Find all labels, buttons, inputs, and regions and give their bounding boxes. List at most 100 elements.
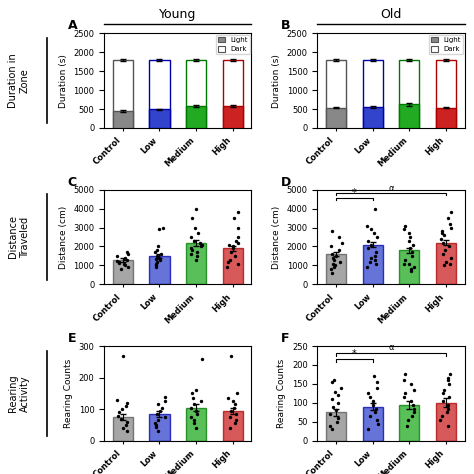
Point	[438, 235, 445, 243]
Text: Distance
Traveled: Distance Traveled	[8, 216, 30, 258]
Point	[161, 413, 168, 421]
Point	[444, 376, 452, 384]
Point	[366, 393, 374, 401]
Point	[440, 386, 448, 393]
Point	[332, 407, 340, 414]
Bar	[112, 111, 133, 128]
Point	[153, 246, 161, 254]
Point	[329, 403, 337, 410]
Point	[443, 409, 450, 416]
Text: *: *	[352, 188, 356, 198]
Point	[374, 384, 381, 392]
Point	[191, 224, 199, 231]
Point	[235, 239, 242, 246]
Point	[231, 404, 238, 411]
Point	[234, 233, 242, 241]
Point	[198, 241, 205, 248]
Point	[370, 373, 378, 380]
Point	[327, 422, 334, 429]
Point	[373, 405, 380, 412]
Point	[444, 401, 452, 409]
Point	[408, 252, 416, 260]
Point	[115, 258, 122, 265]
Point	[122, 262, 129, 269]
Bar	[326, 108, 346, 128]
Point	[123, 256, 131, 264]
Point	[369, 397, 377, 405]
Point	[400, 226, 408, 233]
Bar	[149, 414, 170, 441]
Point	[409, 248, 416, 256]
Text: α: α	[388, 184, 394, 193]
Point	[194, 410, 201, 418]
Point	[410, 386, 418, 393]
Point	[124, 264, 132, 271]
Point	[231, 419, 239, 427]
Point	[334, 392, 342, 399]
Point	[234, 209, 242, 216]
Point	[152, 262, 159, 269]
Point	[410, 409, 418, 416]
Bar	[223, 411, 243, 441]
Text: D: D	[281, 176, 291, 189]
Bar	[436, 243, 456, 284]
Point	[374, 420, 382, 428]
Point	[224, 264, 231, 271]
Point	[155, 226, 163, 233]
Point	[227, 352, 235, 359]
Point	[374, 378, 381, 386]
Point	[224, 394, 232, 402]
Point	[408, 412, 416, 420]
Bar	[186, 60, 206, 128]
Legend: Light, Dark: Light, Dark	[429, 35, 463, 55]
Bar	[326, 412, 346, 441]
Point	[192, 386, 200, 394]
Point	[445, 405, 452, 412]
Point	[121, 254, 129, 262]
Point	[187, 413, 194, 421]
Point	[439, 250, 447, 258]
Point	[373, 233, 381, 241]
Point	[231, 401, 238, 408]
Y-axis label: Duration (s): Duration (s)	[272, 54, 281, 108]
Point	[364, 222, 371, 229]
Point	[155, 254, 163, 262]
Point	[192, 424, 200, 432]
Point	[328, 395, 336, 403]
Bar	[436, 403, 456, 441]
Point	[372, 205, 379, 212]
Point	[327, 243, 335, 250]
Point	[152, 264, 160, 271]
Point	[194, 229, 202, 237]
Point	[335, 233, 343, 241]
Point	[446, 243, 453, 250]
Point	[226, 256, 234, 264]
Point	[152, 260, 159, 267]
Point	[328, 228, 336, 235]
Point	[367, 226, 374, 233]
Bar	[149, 60, 170, 128]
Point	[445, 393, 452, 401]
Point	[437, 416, 444, 424]
Bar	[399, 104, 419, 128]
Y-axis label: Rearing Counts: Rearing Counts	[64, 359, 73, 428]
Point	[401, 390, 409, 397]
Point	[444, 422, 452, 429]
Point	[444, 374, 452, 382]
Point	[447, 371, 454, 378]
Point	[192, 256, 200, 264]
Point	[154, 417, 161, 424]
Point	[157, 250, 164, 258]
Point	[158, 404, 165, 411]
Point	[405, 229, 412, 237]
Point	[156, 407, 164, 415]
Point	[328, 378, 336, 386]
Point	[364, 390, 372, 397]
Point	[328, 269, 336, 277]
Point	[153, 252, 161, 260]
Point	[400, 376, 407, 384]
Point	[156, 256, 164, 264]
Point	[123, 402, 130, 410]
Point	[151, 248, 159, 256]
Point	[154, 410, 161, 418]
